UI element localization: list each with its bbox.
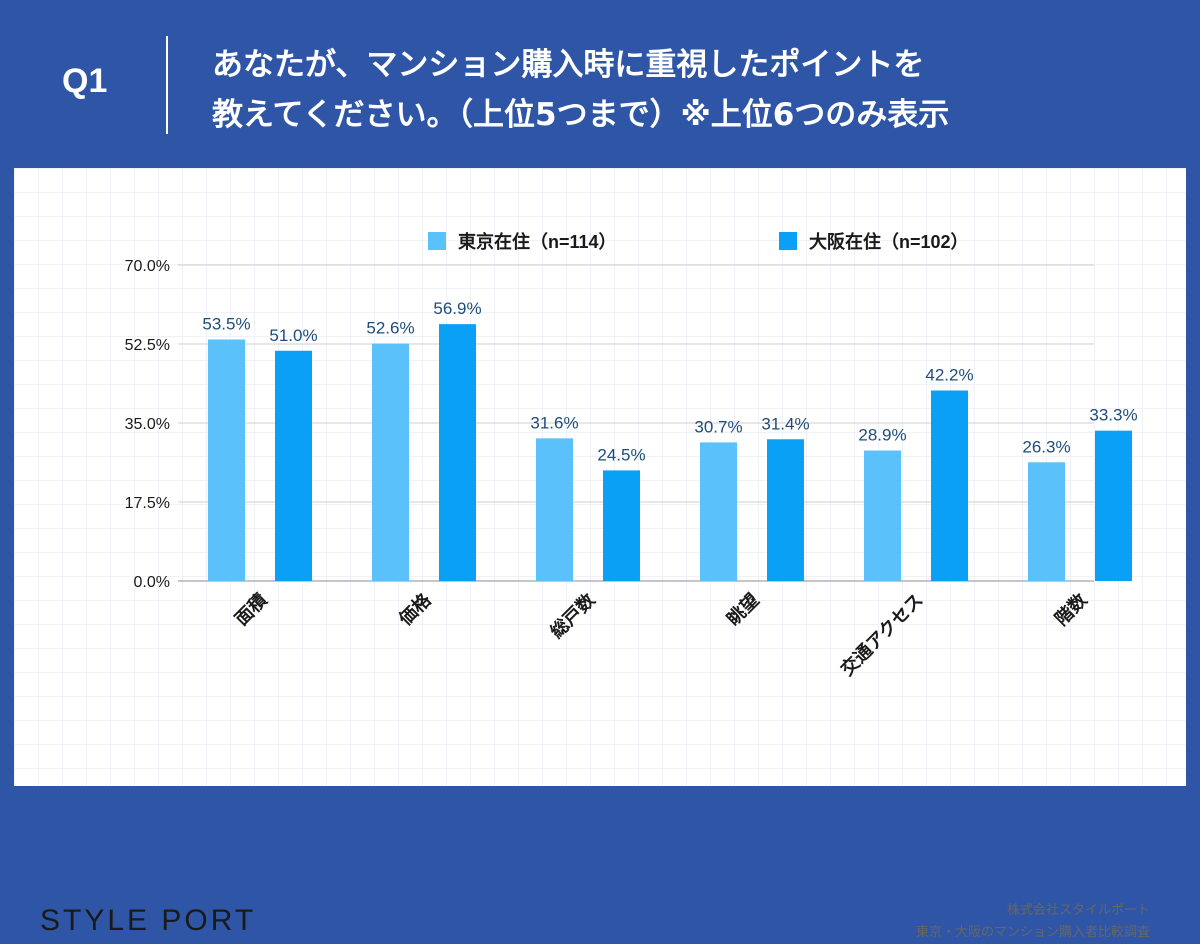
- data-label: 24.5%: [597, 445, 645, 464]
- data-label: 33.3%: [1089, 406, 1137, 425]
- y-tick-label: 52.5%: [125, 337, 170, 354]
- x-tick-label: 交通アクセス: [836, 589, 927, 680]
- credit-company: 株式会社スタイルポート: [1006, 903, 1150, 918]
- question-number: Q1: [62, 62, 108, 100]
- data-label: 31.4%: [761, 414, 809, 433]
- bar: [603, 470, 640, 581]
- x-tick-label: 眺望: [723, 589, 763, 629]
- y-tick-label: 70.0%: [125, 258, 170, 275]
- bar: [931, 390, 968, 581]
- bar: [700, 442, 737, 581]
- bar: [1028, 462, 1065, 581]
- bar: [536, 438, 573, 581]
- data-label: 52.6%: [366, 319, 414, 338]
- legend-swatch: [779, 232, 797, 250]
- bar-chart: 0.0% 17.5% 35.0% 52.5% 70.0% 東京在住（n=114） 大阪在住（…: [125, 231, 1138, 680]
- legend-label: 東京在住（n=114）: [458, 231, 617, 252]
- header-divider: [166, 36, 168, 134]
- data-label: 53.5%: [202, 314, 250, 333]
- bar: [864, 450, 901, 581]
- x-tick-label: 階数: [1051, 588, 1092, 629]
- question-header: Q1 あなたが、マンション購入時に重視したポイントを 教えてください。（上位5つ…: [0, 0, 1200, 168]
- bar: [1095, 430, 1132, 581]
- data-label: 56.9%: [433, 299, 481, 318]
- chart-card: 0.0% 17.5% 35.0% 52.5% 70.0% 東京在住（n=114） 大阪在住（…: [14, 168, 1186, 940]
- y-tick-label: 17.5%: [125, 495, 170, 512]
- x-tick-label: 価格: [394, 588, 436, 630]
- bar: [767, 439, 804, 581]
- x-tick-label: 面積: [231, 588, 272, 629]
- survey-credit: 株式会社スタイルポート 東京・大阪のマンション購入者比較調査: [916, 900, 1150, 944]
- question-text: あなたが、マンション購入時に重視したポイントを 教えてください。（上位5つまで）…: [212, 40, 949, 140]
- data-label: 28.9%: [858, 426, 906, 445]
- credit-survey: 東京・大阪のマンション購入者比較調査: [915, 925, 1150, 940]
- legend-swatch: [428, 232, 446, 250]
- style-port-logo: STYLE PORT: [40, 904, 257, 937]
- bar: [372, 343, 409, 581]
- bar: [275, 350, 312, 581]
- data-label: 42.2%: [925, 365, 973, 384]
- data-label: 30.7%: [694, 417, 742, 436]
- data-label: 31.6%: [530, 413, 578, 432]
- legend-label: 大阪在住（n=102）: [809, 231, 969, 252]
- question-line-1: あなたが、マンション購入時に重視したポイントを: [212, 47, 925, 83]
- bar: [208, 339, 245, 581]
- y-tick-label: 0.0%: [134, 574, 170, 591]
- data-label: 26.3%: [1022, 437, 1070, 456]
- bar: [439, 324, 476, 581]
- data-label: 51.0%: [269, 326, 317, 345]
- x-tick-label: 総戸数: [546, 588, 600, 642]
- y-tick-label: 35.0%: [125, 416, 170, 433]
- question-line-2: 教えてください。（上位5つまで）※上位6つのみ表示: [212, 97, 950, 133]
